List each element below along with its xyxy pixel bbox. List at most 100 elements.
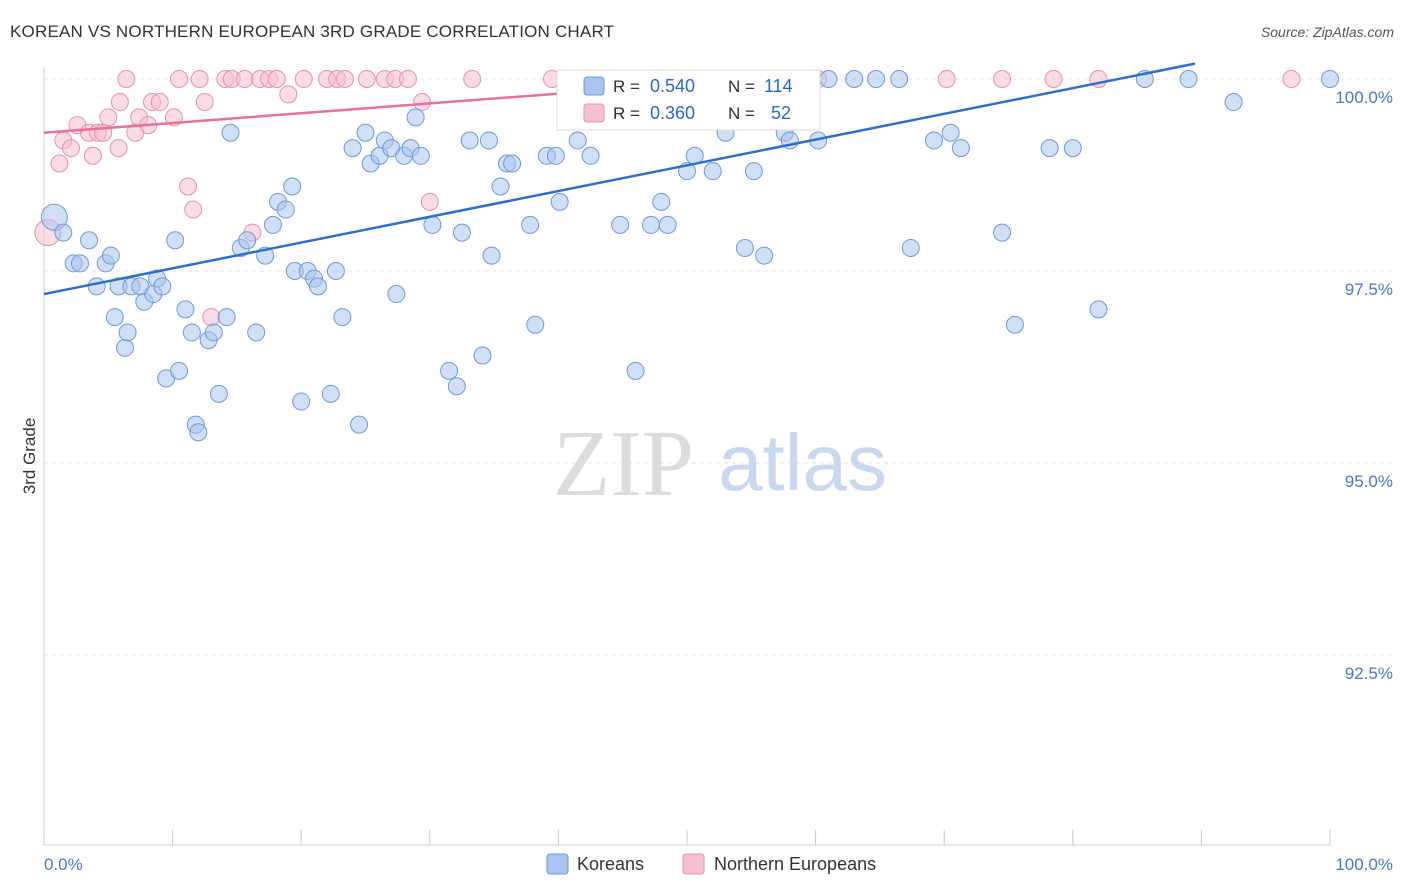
koreans-point-48	[356, 123, 375, 142]
chart-title: KOREAN VS NORTHERN EUROPEAN 3RD GRADE CO…	[10, 22, 615, 41]
koreans-point-94	[845, 70, 864, 88]
koreans-point-34	[263, 215, 282, 234]
northern-europeans-point-21	[184, 200, 203, 219]
y-tick-label-1: 97.5%	[1345, 280, 1393, 299]
stats-n-value-koreans: 114	[764, 76, 793, 96]
northern-europeans-point-11	[110, 93, 129, 112]
legend: Koreans Northern Europeans	[546, 853, 876, 875]
koreans-point-66	[491, 177, 510, 196]
legend-swatch-northern-europeans	[682, 853, 705, 875]
koreans-point-42	[308, 277, 327, 296]
koreans-point-32	[247, 323, 266, 342]
koreans-point-17	[153, 277, 172, 296]
y-axis-label: 3rd Grade	[20, 418, 39, 495]
koreans-point-68	[503, 154, 522, 173]
koreans-point-72	[546, 146, 565, 165]
watermark: ZIP atlas	[553, 412, 887, 516]
northern-europeans-point-32	[279, 85, 298, 104]
koreans-point-104	[1063, 139, 1082, 158]
koreans-point-77	[611, 215, 630, 234]
koreans-point-26	[204, 323, 223, 342]
koreans-point-22	[182, 323, 201, 342]
x-tick-label-left: 0.0%	[44, 855, 83, 874]
legend-swatch-koreans	[546, 853, 569, 875]
northern-europeans-point-43	[463, 70, 482, 88]
koreans-point-99	[941, 123, 960, 142]
northern-europeans-point-31	[267, 70, 286, 88]
koreans-point-102	[1005, 315, 1024, 334]
stats-n-value-northern-europeans: 52	[771, 103, 791, 123]
northern-europeans-point-1	[50, 154, 69, 173]
koreans-point-0	[40, 203, 68, 231]
koreans-point-46	[343, 139, 362, 158]
koreans-point-24	[189, 423, 208, 442]
northern-europeans-point-37	[357, 70, 376, 88]
northern-europeans-point-33	[294, 70, 313, 88]
stats-swatch-northern-europeans	[583, 103, 605, 123]
koreans-point-64	[479, 131, 498, 150]
koreans-point-69	[521, 215, 540, 234]
koreans-point-96	[890, 70, 909, 88]
watermark-atlas: atlas	[718, 418, 887, 507]
koreans-point-8	[105, 308, 124, 327]
koreans-point-79	[641, 215, 660, 234]
northern-europeans-point-51	[1282, 70, 1301, 88]
koreans-point-81	[658, 215, 677, 234]
y-tick-labels: 100.0% 97.5% 95.0% 92.5%	[1335, 88, 1393, 683]
koreans-point-1	[54, 223, 73, 242]
koreans-point-100	[951, 139, 970, 158]
northern-europeans-point-17	[150, 93, 169, 112]
northern-europeans-point-9	[99, 108, 118, 127]
legend-label-northern-europeans: Northern Europeans	[714, 854, 876, 874]
koreans-point-62	[460, 131, 479, 150]
koreans-point-87	[735, 238, 754, 257]
koreans-point-78	[626, 361, 645, 380]
stats-n-label-northern-europeans: N =	[728, 104, 755, 123]
northern-europeans-point-23	[195, 93, 214, 112]
x-axis-ticks	[43, 830, 1331, 845]
koreans-point-29	[221, 123, 240, 142]
stats-box: R = 0.540 N = 114 R = 0.360 N = 52	[556, 69, 821, 131]
legend-label-koreans: Koreans	[577, 854, 644, 874]
stats-r-label-northern-europeans: R =	[613, 104, 640, 123]
northern-europeans-point-20	[179, 177, 198, 196]
koreans-point-74	[568, 131, 587, 150]
koreans-point-97	[901, 238, 920, 257]
koreans-point-10	[116, 338, 135, 357]
stats-swatch-koreans	[583, 76, 605, 96]
koreans-point-107	[1179, 70, 1198, 88]
koreans-point-19	[170, 361, 189, 380]
northern-europeans-point-40	[398, 70, 417, 88]
koreans-point-65	[482, 246, 501, 265]
northern-europeans-point-42	[420, 192, 439, 211]
koreans-point-4	[80, 231, 99, 250]
koreans-point-31	[238, 231, 257, 250]
koreans-point-75	[581, 146, 600, 165]
koreans-point-20	[166, 231, 185, 250]
koreans-point-63	[473, 346, 492, 365]
stats-r-value-northern-europeans: 0.360	[650, 103, 695, 123]
koreans-point-44	[326, 262, 345, 280]
koreans-points	[40, 70, 1339, 442]
koreans-point-105	[1089, 300, 1108, 319]
koreans-point-47	[350, 415, 369, 434]
koreans-point-101	[993, 223, 1012, 242]
northern-europeans-point-27	[235, 70, 254, 88]
koreans-point-57	[411, 146, 430, 165]
northern-europeans-point-49	[1044, 70, 1063, 88]
koreans-point-45	[333, 308, 352, 327]
northern-europeans-point-10	[109, 139, 128, 158]
koreans-point-93	[819, 70, 838, 88]
koreans-point-80	[652, 192, 671, 211]
northern-europeans-point-24	[202, 308, 221, 327]
koreans-point-95	[867, 70, 886, 88]
trendline-koreans	[43, 62, 1196, 296]
northern-europeans-point-47	[937, 70, 956, 88]
koreans-point-56	[406, 108, 425, 127]
koreans-point-60	[447, 377, 466, 396]
y-tick-label-2: 95.0%	[1345, 472, 1393, 491]
koreans-point-58	[423, 215, 442, 234]
koreans-point-59	[440, 361, 459, 380]
koreans-point-21	[176, 300, 195, 319]
